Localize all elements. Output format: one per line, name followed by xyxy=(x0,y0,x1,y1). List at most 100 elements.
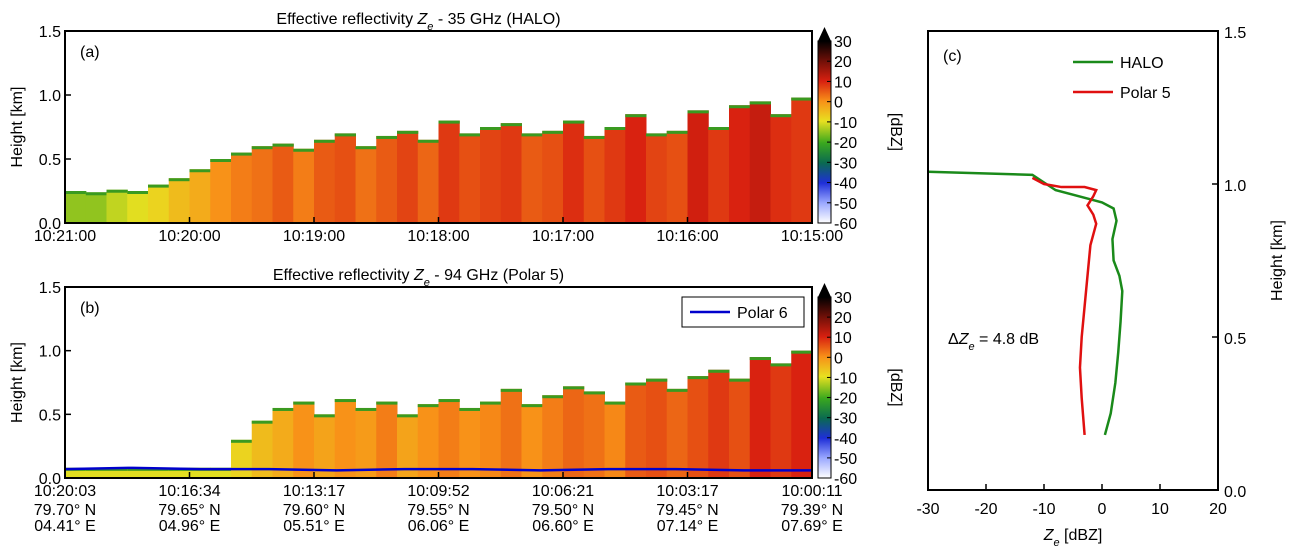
reflectivity-column xyxy=(251,146,273,223)
reflectivity-column xyxy=(438,399,460,478)
x-tick-label: 10:15:00 xyxy=(781,228,843,245)
x-tick-label: 10:00:11 xyxy=(781,483,842,500)
x-tick-label: 10:06:21 xyxy=(532,483,594,500)
cloud-edge xyxy=(438,120,460,124)
cloud-edge xyxy=(251,420,273,424)
reflectivity-column xyxy=(438,120,460,223)
y-tick-label: 1.5 xyxy=(1224,25,1246,42)
cloud-edge xyxy=(438,399,460,403)
reflectivity-column xyxy=(293,148,315,223)
x-tick-label: 10:20:00 xyxy=(158,228,220,245)
cloud-edge xyxy=(272,407,294,411)
cloud-edge xyxy=(500,123,522,127)
colorbar-tick-label: -40 xyxy=(834,176,857,193)
chart-title-part: - 94 GHz (Polar 5) xyxy=(430,267,564,284)
reflectivity-column xyxy=(563,386,585,478)
chart-title-part: e xyxy=(427,21,433,33)
cloud-edge xyxy=(397,130,419,134)
reflectivity-column xyxy=(397,414,419,478)
reflectivity-column xyxy=(355,407,377,478)
cloud-edge xyxy=(376,135,398,139)
cloud-edge xyxy=(604,401,626,405)
cloud-edge xyxy=(417,404,439,408)
colorbar-tick-label: -10 xyxy=(834,370,857,387)
reflectivity-column xyxy=(231,439,253,478)
y-tick-label: 0.5 xyxy=(1224,331,1246,348)
cloud-edge xyxy=(646,378,668,382)
reflectivity-column xyxy=(729,378,751,478)
cloud-edge xyxy=(355,407,377,411)
cloud-edge xyxy=(583,135,605,139)
reflectivity-column xyxy=(770,363,792,478)
colorbar-tick-label: -30 xyxy=(834,155,857,172)
x-tick-label: 10:13:17 xyxy=(283,483,345,500)
reflectivity-column xyxy=(687,110,709,223)
flight-track xyxy=(64,466,812,472)
reflectivity-column xyxy=(210,159,232,223)
colorbar xyxy=(817,40,832,224)
panel-label: (b) xyxy=(80,300,100,317)
reflectivity-column xyxy=(272,143,294,223)
reflectivity-column xyxy=(666,388,688,478)
x-tick-label: 10:18:00 xyxy=(407,228,469,245)
reflectivity-column xyxy=(376,135,398,223)
reflectivity-column xyxy=(708,127,730,223)
cloud-edge xyxy=(625,382,647,386)
reflectivity-column xyxy=(500,388,522,478)
reflectivity-column xyxy=(459,407,481,478)
reflectivity-column xyxy=(417,139,439,223)
reflectivity-column xyxy=(583,391,605,478)
reflectivity-column xyxy=(646,133,668,223)
cloud-edge xyxy=(106,189,128,193)
cloud-edge xyxy=(791,97,813,101)
lon-label: 07.69° E xyxy=(781,518,843,535)
colorbar-tick-label: -50 xyxy=(834,451,857,468)
reflectivity-column xyxy=(542,130,564,223)
reflectivity-column xyxy=(604,401,626,478)
y-tick-label: 0.5 xyxy=(39,152,61,169)
reflectivity-column xyxy=(272,407,294,478)
cloud-edge xyxy=(148,184,170,188)
x-axis-label-part: [dBZ] xyxy=(1060,527,1103,544)
cloud-edge xyxy=(210,159,232,162)
colorbar-tick-label: -40 xyxy=(834,431,857,448)
reflectivity-column xyxy=(687,376,709,478)
y-tick-label: 0.5 xyxy=(39,407,61,424)
colorbar-tick-label: -20 xyxy=(834,391,857,408)
cloud-edge xyxy=(189,169,211,173)
cloud-edge xyxy=(251,146,273,150)
lon-label: 04.41° E xyxy=(34,518,96,535)
reflectivity-column xyxy=(666,130,688,223)
colorbar-label: [dBZ] xyxy=(887,368,904,406)
lon-label: 04.96° E xyxy=(159,518,221,535)
cloud-edge xyxy=(355,146,377,150)
lon-label: 07.14° E xyxy=(657,518,719,535)
legend-label: Polar 5 xyxy=(1120,85,1171,102)
annotation-part: = 4.8 dB xyxy=(975,331,1040,348)
reflectivity-column xyxy=(127,191,149,223)
reflectivity-column xyxy=(625,382,647,478)
reflectivity-column xyxy=(355,146,377,223)
y-tick-label: 1.5 xyxy=(39,280,61,297)
legend-label: HALO xyxy=(1120,55,1164,72)
reflectivity-column xyxy=(708,369,730,478)
y-tick-label: 1.0 xyxy=(1224,178,1246,195)
cloud-edge xyxy=(293,401,315,405)
reflectivity-column xyxy=(729,105,751,223)
colorbar-tick-label: -10 xyxy=(834,115,857,132)
cloud-edge xyxy=(749,101,771,105)
chart-title-part: Z xyxy=(417,11,429,28)
x-tick-label: 10 xyxy=(1151,501,1169,518)
reflectivity-column xyxy=(397,130,419,223)
reflectivity-column xyxy=(314,414,336,478)
cloud-edge xyxy=(376,401,398,405)
y-tick-label: 1.0 xyxy=(39,88,61,105)
cloud-edge xyxy=(521,404,543,408)
x-tick-label: 10:17:00 xyxy=(532,228,594,245)
reflectivity-column xyxy=(65,467,87,478)
reflectivity-column xyxy=(521,404,543,478)
x-axis-label-part: e xyxy=(1053,537,1059,549)
lat-label: 79.65° N xyxy=(158,502,220,519)
colorbar-label: [dBZ] xyxy=(887,113,904,151)
